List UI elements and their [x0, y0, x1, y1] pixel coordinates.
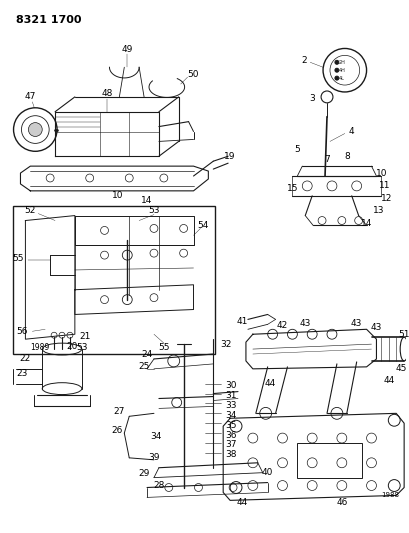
- Text: 24: 24: [141, 350, 152, 359]
- Text: 3: 3: [308, 94, 314, 103]
- Text: 10: 10: [111, 191, 123, 200]
- Text: 20: 20: [66, 342, 77, 351]
- Text: 34: 34: [150, 432, 161, 441]
- Circle shape: [28, 123, 42, 136]
- Text: 55: 55: [158, 343, 169, 352]
- Bar: [13, 206, 215, 354]
- Circle shape: [334, 76, 338, 80]
- Text: 34: 34: [225, 411, 236, 420]
- Text: 49: 49: [121, 45, 133, 54]
- Text: 21: 21: [79, 332, 90, 341]
- Text: 55: 55: [13, 254, 24, 263]
- Text: 1988: 1988: [380, 492, 398, 498]
- Text: 25: 25: [138, 362, 149, 372]
- Text: 2H: 2H: [338, 60, 345, 65]
- Text: 35: 35: [225, 421, 236, 430]
- Text: 8321 1700: 8321 1700: [16, 15, 81, 25]
- Text: 43: 43: [370, 323, 381, 332]
- Text: 47: 47: [25, 92, 36, 101]
- Circle shape: [334, 68, 338, 72]
- Text: 48: 48: [101, 90, 113, 99]
- Text: 1989: 1989: [30, 343, 49, 352]
- Text: 39: 39: [148, 454, 160, 462]
- Text: 53: 53: [76, 343, 87, 352]
- Bar: [297, 443, 361, 478]
- Text: 11: 11: [378, 181, 389, 190]
- Text: 29: 29: [138, 469, 149, 478]
- Text: 8: 8: [343, 152, 349, 161]
- Text: 19: 19: [224, 152, 235, 161]
- Text: 43: 43: [350, 319, 362, 328]
- Text: 46: 46: [335, 498, 347, 507]
- Text: 42: 42: [276, 321, 288, 330]
- Text: 40: 40: [261, 468, 273, 477]
- Text: 32: 32: [220, 340, 231, 349]
- Text: 38: 38: [225, 450, 236, 459]
- Text: 14: 14: [141, 196, 153, 205]
- Text: 22: 22: [20, 354, 31, 364]
- Text: 37: 37: [225, 440, 236, 449]
- Text: 13: 13: [372, 206, 383, 215]
- Text: 45: 45: [395, 365, 406, 373]
- Text: 26: 26: [111, 426, 123, 434]
- Text: 4H: 4H: [338, 68, 345, 72]
- Text: 44: 44: [264, 379, 276, 388]
- Text: 44: 44: [383, 376, 394, 385]
- Text: 36: 36: [225, 431, 236, 440]
- Text: 12: 12: [380, 194, 391, 203]
- Text: 30: 30: [225, 381, 236, 390]
- Text: 54: 54: [197, 221, 209, 230]
- Text: 5: 5: [294, 145, 299, 154]
- Text: 14: 14: [360, 219, 371, 228]
- Text: 4L: 4L: [338, 76, 344, 80]
- Text: 52: 52: [25, 206, 36, 215]
- Text: 23: 23: [17, 369, 28, 378]
- Text: 51: 51: [398, 330, 409, 339]
- Text: 2: 2: [301, 56, 306, 65]
- Text: 28: 28: [153, 481, 164, 490]
- Text: 27: 27: [113, 407, 125, 416]
- Circle shape: [334, 60, 338, 64]
- Text: 53: 53: [148, 206, 160, 215]
- Text: 50: 50: [187, 70, 199, 79]
- Text: 33: 33: [225, 401, 236, 410]
- Text: 4: 4: [348, 127, 354, 136]
- Text: 41: 41: [236, 317, 247, 326]
- Text: 7: 7: [324, 155, 329, 164]
- Text: 43: 43: [299, 319, 310, 328]
- Text: 56: 56: [17, 327, 28, 336]
- Text: 10: 10: [375, 168, 386, 177]
- Text: 44: 44: [236, 498, 247, 507]
- Text: 15: 15: [286, 184, 297, 193]
- Text: 31: 31: [225, 391, 236, 400]
